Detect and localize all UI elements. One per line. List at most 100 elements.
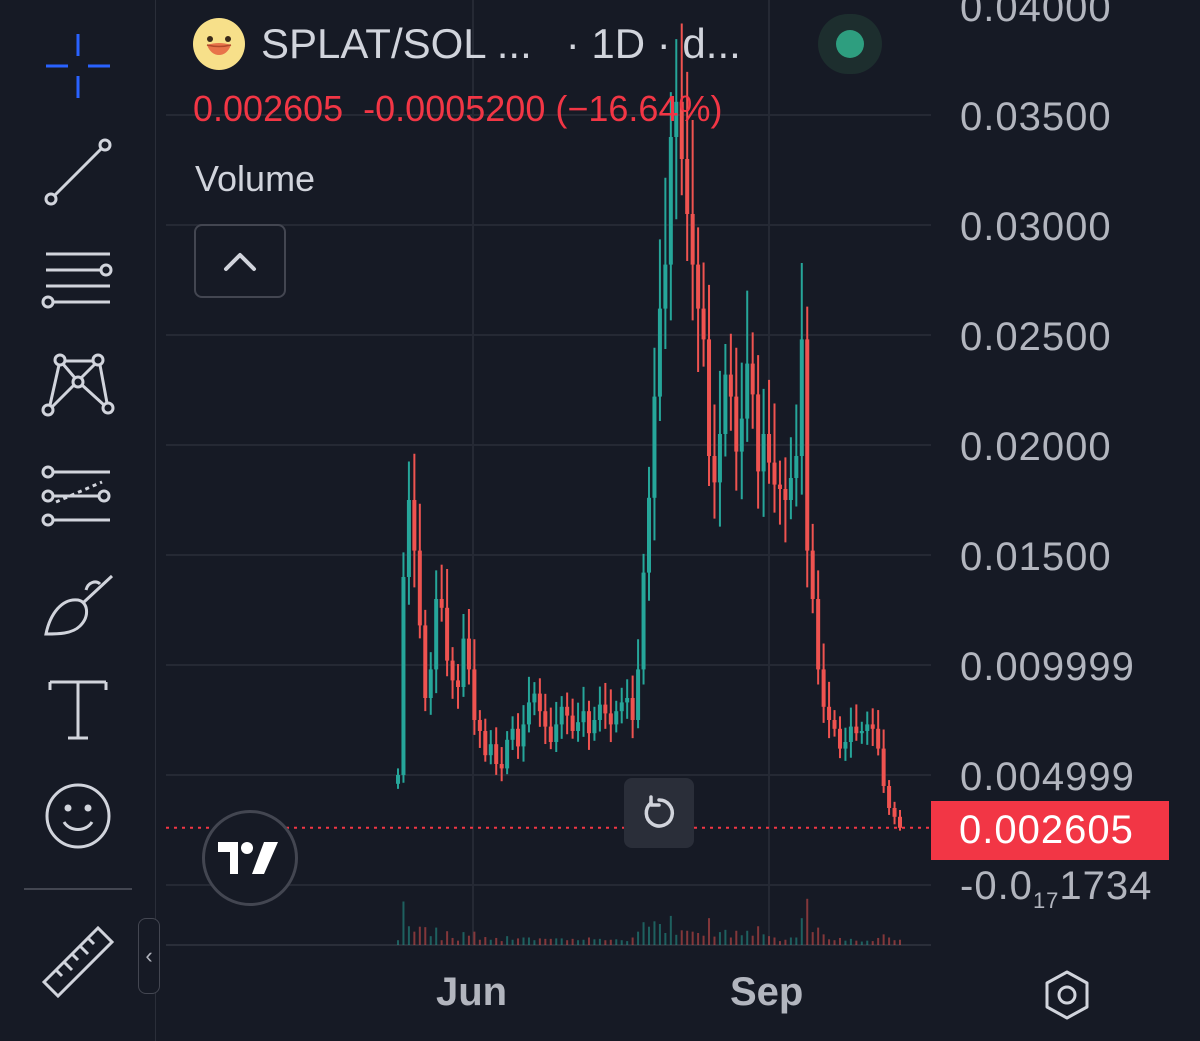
candle-body: [412, 500, 417, 551]
volume-bar: [789, 937, 792, 945]
candle-body: [767, 434, 772, 463]
price-tick: 0.004999: [960, 755, 1135, 799]
volume-bar: [457, 940, 460, 945]
candle-body: [576, 722, 581, 731]
volume-bar: [762, 934, 765, 945]
candle-body: [428, 669, 433, 698]
collapse-legend-button[interactable]: [194, 224, 286, 298]
volume-bar: [500, 941, 503, 945]
ruler-icon[interactable]: [28, 922, 128, 1002]
pattern-icon[interactable]: [28, 346, 128, 426]
volume-bar: [713, 936, 716, 945]
chart-settings-icon[interactable]: [1040, 968, 1094, 1022]
candle-body: [734, 396, 739, 452]
candle-body: [712, 456, 717, 483]
text-icon[interactable]: [28, 670, 128, 750]
volume-bar: [593, 939, 596, 945]
status-dot-icon: [836, 30, 864, 58]
candle-body: [761, 434, 766, 472]
volume-bar: [626, 941, 629, 945]
candle-body: [466, 638, 471, 670]
volume-bar: [566, 940, 569, 945]
reset-chart-button[interactable]: [624, 778, 694, 848]
volume-bar: [871, 941, 874, 945]
price-change-line: 0.002605 -0.0005200 (−16.64%): [193, 88, 722, 130]
candle-body: [461, 638, 466, 687]
candle-body: [679, 101, 684, 159]
candlestick-chart[interactable]: [166, 0, 1200, 1041]
volume-indicator-label[interactable]: Volume: [195, 158, 316, 199]
chevron-up-icon: [224, 253, 256, 271]
candle-body: [488, 744, 493, 756]
volume-bar: [866, 940, 869, 945]
brush-icon[interactable]: [28, 564, 128, 644]
trendline-icon[interactable]: [28, 132, 128, 212]
candle-body: [641, 572, 646, 670]
volume-bar: [402, 901, 405, 945]
candle-body: [848, 726, 853, 742]
candle-body: [832, 720, 837, 729]
candle-body: [439, 599, 444, 608]
candle-body: [396, 775, 400, 784]
candle-body: [499, 764, 504, 769]
volume-bar: [527, 937, 530, 945]
symbol-name: SPLAT/SOL ...: [261, 20, 532, 67]
symbol-title[interactable]: SPLAT/SOL ... · 1D · d...: [261, 20, 741, 68]
volume-bar: [620, 940, 623, 945]
collapse-toolbar-button[interactable]: ‹: [138, 918, 160, 994]
volume-bar: [642, 922, 645, 945]
volume-bar: [697, 933, 700, 945]
volume-bar: [708, 918, 711, 945]
volume-bar: [631, 937, 634, 945]
volume-bar: [637, 931, 640, 945]
candle-body: [843, 742, 848, 749]
volume-bar: [609, 939, 612, 945]
volume-bar: [451, 937, 454, 945]
candle-body: [788, 478, 793, 500]
tradingview-logo-icon[interactable]: [202, 810, 298, 906]
volume-bar: [838, 937, 841, 945]
volume-bar: [538, 938, 541, 945]
toolbar-separator: [24, 888, 132, 890]
price-scale[interactable]: 0.04000 0.03500 0.03000 0.02500 0.02000 …: [960, 0, 1200, 960]
chart-pane[interactable]: [166, 0, 1200, 1041]
volume-bar: [424, 927, 427, 945]
volume-bar: [549, 938, 552, 945]
candle-body: [865, 724, 870, 731]
candle-body: [739, 418, 744, 452]
volume-bar: [735, 930, 738, 945]
candle-body: [625, 698, 630, 703]
price-tick-bottom: -0.0171734: [960, 864, 1153, 913]
volume-bar: [746, 930, 749, 945]
candle-body: [477, 720, 482, 731]
volume-bar: [817, 927, 820, 945]
candle-body: [592, 720, 597, 734]
candle-body: [526, 702, 531, 725]
forecast-icon[interactable]: [28, 456, 128, 536]
volume-bar: [888, 937, 891, 945]
volume-bar: [397, 940, 399, 945]
volume-bar: [751, 935, 754, 945]
candle-body: [450, 660, 455, 681]
time-tick: Sep: [730, 970, 804, 1014]
candle-body: [652, 396, 657, 498]
candle-body: [859, 731, 864, 734]
candle-body: [816, 599, 821, 670]
fib-retracement-icon[interactable]: [28, 238, 128, 318]
market-status-indicator[interactable]: [818, 14, 882, 74]
candle-body: [657, 308, 662, 397]
chart-grid: [166, 0, 931, 946]
volume-bar: [893, 940, 896, 945]
candle-body: [614, 711, 619, 725]
volume-bar: [882, 934, 885, 945]
candle-body: [805, 339, 810, 551]
candle-body: [570, 715, 575, 731]
candle-body: [472, 669, 477, 720]
candle-body: [505, 739, 510, 769]
candle-body: [837, 728, 842, 749]
candle-body: [799, 339, 804, 456]
volume-bar: [768, 936, 771, 945]
emoji-icon[interactable]: [28, 776, 128, 856]
volume-bar: [795, 937, 798, 945]
crosshair-icon[interactable]: [28, 26, 128, 106]
